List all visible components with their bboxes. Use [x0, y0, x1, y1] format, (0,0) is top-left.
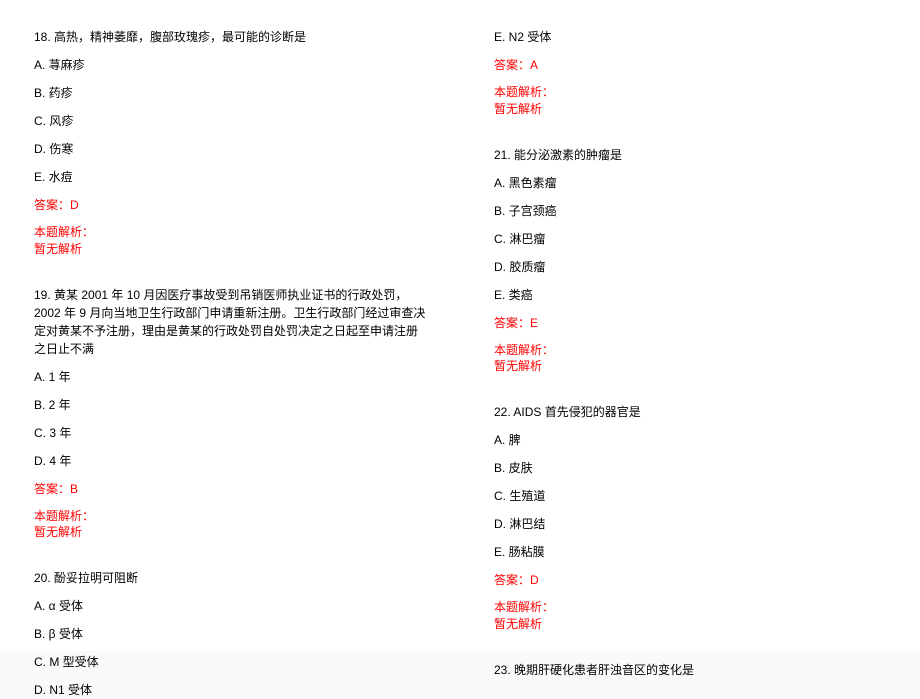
- q20-opt-e: E. N2 受体: [494, 28, 886, 46]
- q19-opt-d: D. 4 年: [34, 452, 426, 470]
- q19-explain-label: 本题解析：: [34, 508, 426, 525]
- q21-title: 21. 能分泌激素的肿瘤是: [494, 146, 886, 164]
- q18-opt-e: E. 水痘: [34, 168, 426, 186]
- q18-title: 18. 高热，精神萎靡，腹部玫瑰疹，最可能的诊断是: [34, 28, 426, 46]
- q22-opt-e: E. 肠粘膜: [494, 543, 886, 561]
- q20-title: 20. 酚妥拉明可阻断: [34, 569, 426, 587]
- q21-explain-label: 本题解析：: [494, 342, 886, 359]
- q19-explain-text: 暂无解析: [34, 524, 426, 541]
- q22-opt-a: A. 脾: [494, 431, 886, 449]
- q21-opt-c: C. 淋巴瘤: [494, 230, 886, 248]
- q22-opt-b: B. 皮肤: [494, 459, 886, 477]
- q22-title: 22. AIDS 首先侵犯的器官是: [494, 403, 886, 421]
- q22-explain-text: 暂无解析: [494, 616, 886, 633]
- q18-explain-text: 暂无解析: [34, 241, 426, 258]
- q22-opt-d: D. 淋巴结: [494, 515, 886, 533]
- q20-opt-b: B. β 受体: [34, 625, 426, 643]
- q21-opt-e: E. 类癌: [494, 286, 886, 304]
- q18-answer: 答案：D: [34, 196, 426, 214]
- q20-answer: 答案：A: [494, 56, 886, 74]
- q20-explain-text: 暂无解析: [494, 101, 886, 118]
- q22-answer: 答案：D: [494, 571, 886, 589]
- q19-opt-b: B. 2 年: [34, 396, 426, 414]
- page-container: 18. 高热，精神萎靡，腹部玫瑰疹，最可能的诊断是 A. 荨麻疹 B. 药疹 C…: [0, 0, 920, 651]
- q23-title: 23. 晚期肝硬化患者肝浊音区的变化是: [494, 661, 886, 679]
- q18-opt-c: C. 风疹: [34, 112, 426, 130]
- q18-explain-label: 本题解析：: [34, 224, 426, 241]
- q19-opt-c: C. 3 年: [34, 424, 426, 442]
- q18-opt-b: B. 药疹: [34, 84, 426, 102]
- q19-opt-a: A. 1 年: [34, 368, 426, 386]
- q20-opt-c: C. M 型受体: [34, 653, 426, 671]
- q20-opt-a: A. α 受体: [34, 597, 426, 615]
- q18-opt-d: D. 伤寒: [34, 140, 426, 158]
- q21-answer: 答案：E: [494, 314, 886, 332]
- q20-opt-d: D. N1 受体: [34, 681, 426, 699]
- q22-opt-c: C. 生殖道: [494, 487, 886, 505]
- q18-opt-a: A. 荨麻疹: [34, 56, 426, 74]
- q20-explain-label: 本题解析：: [494, 84, 886, 101]
- right-column: E. N2 受体 答案：A 本题解析： 暂无解析 21. 能分泌激素的肿瘤是 A…: [460, 0, 920, 651]
- q21-opt-d: D. 胶质瘤: [494, 258, 886, 276]
- q19-title: 19. 黄某 2001 年 10 月因医疗事故受到吊销医师执业证书的行政处罚，2…: [34, 286, 426, 358]
- q19-answer: 答案：B: [34, 480, 426, 498]
- q21-opt-b: B. 子宫颈癌: [494, 202, 886, 220]
- q21-explain-text: 暂无解析: [494, 358, 886, 375]
- q22-explain-label: 本题解析：: [494, 599, 886, 616]
- q21-opt-a: A. 黑色素瘤: [494, 174, 886, 192]
- left-column: 18. 高热，精神萎靡，腹部玫瑰疹，最可能的诊断是 A. 荨麻疹 B. 药疹 C…: [0, 0, 460, 651]
